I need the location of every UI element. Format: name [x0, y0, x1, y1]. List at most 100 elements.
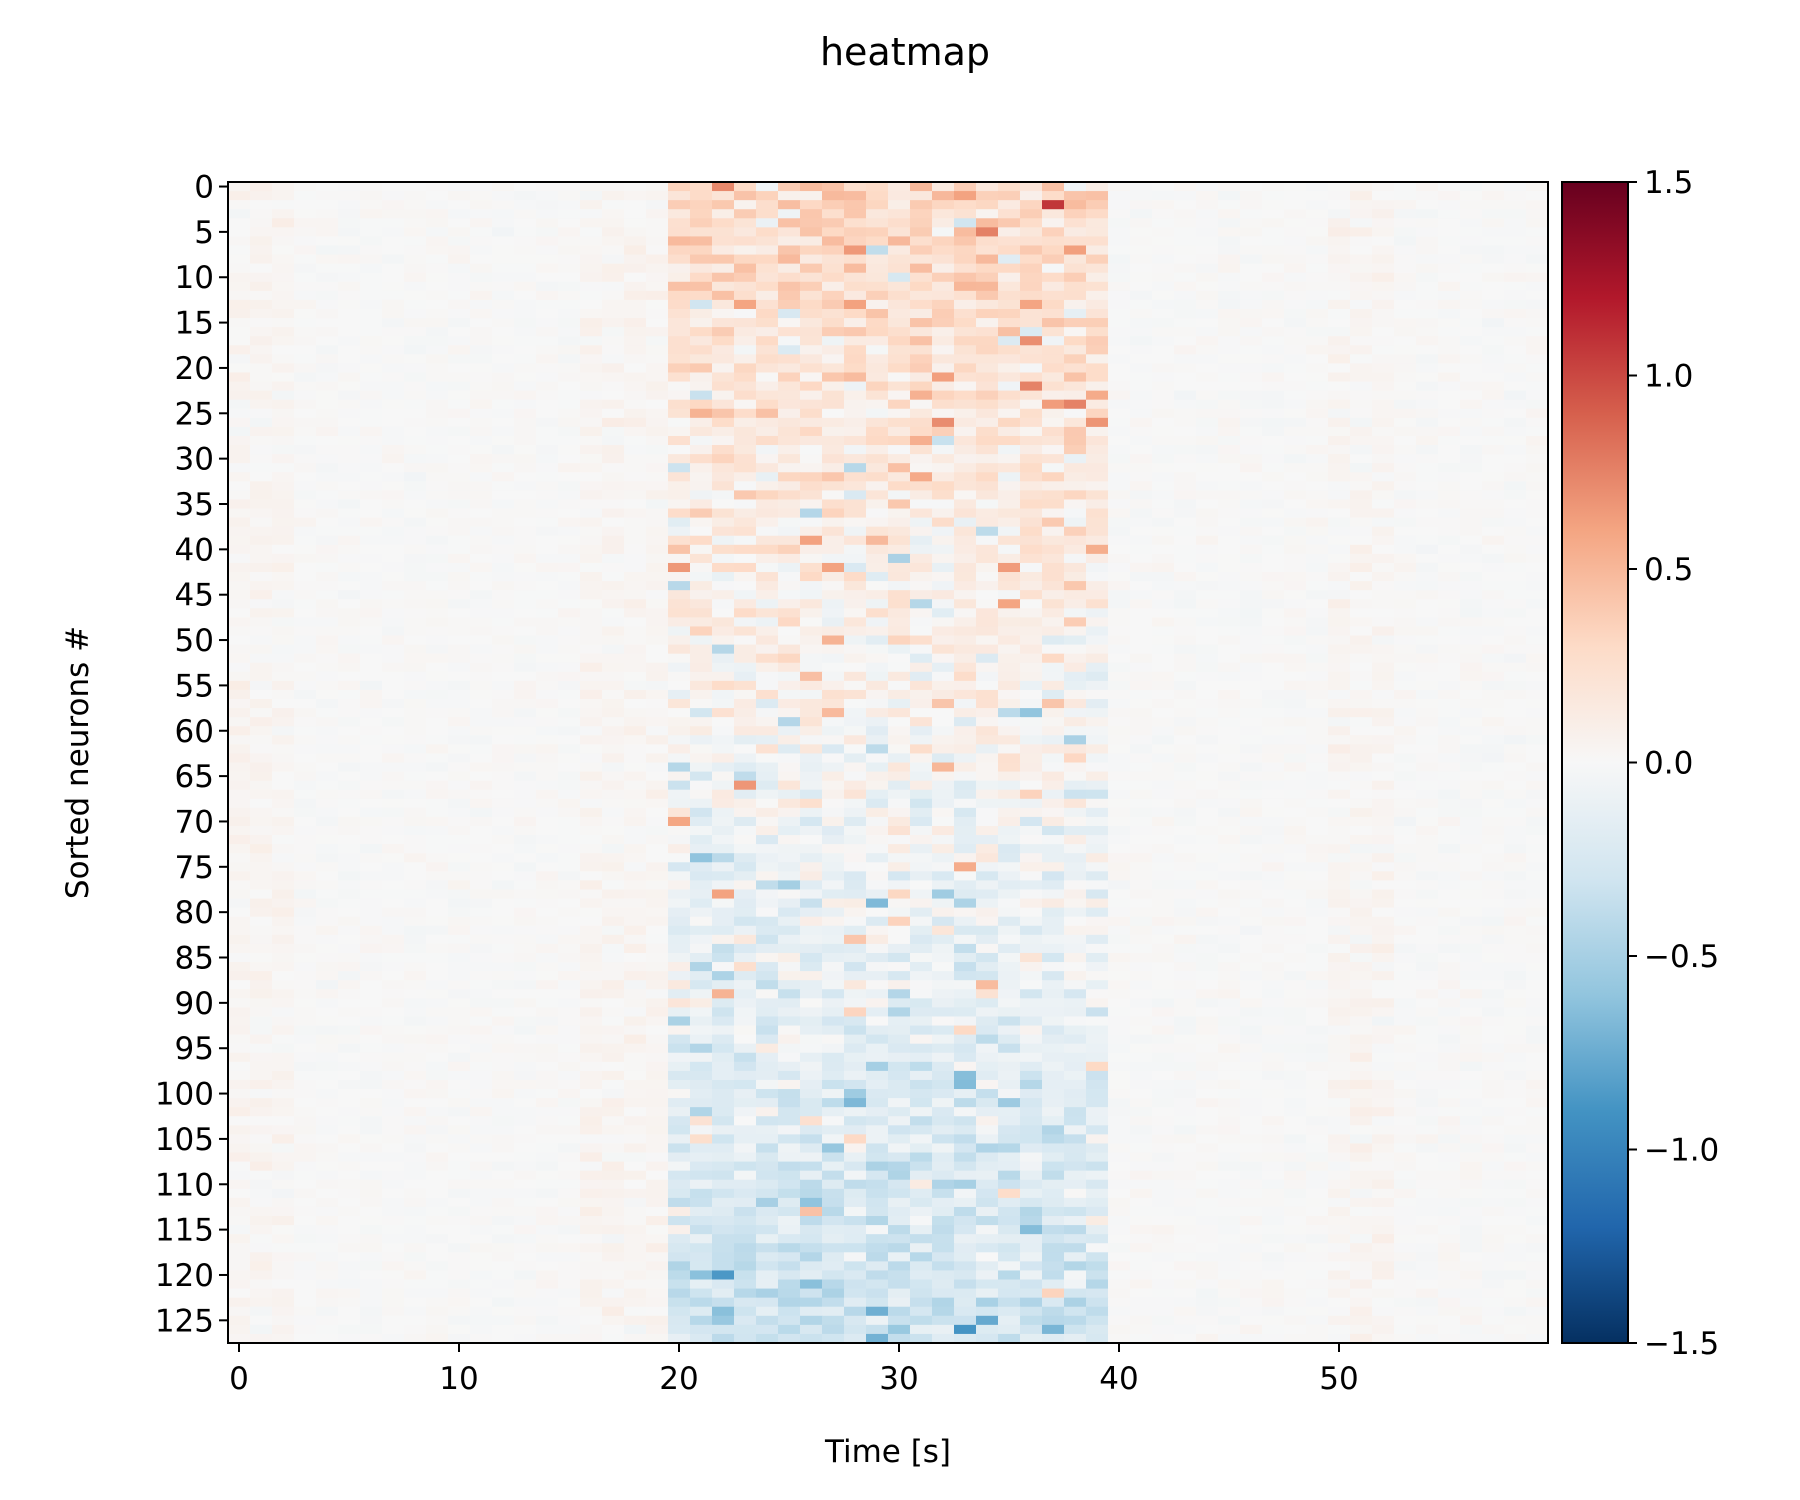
heatmap-cell: [910, 608, 933, 618]
heatmap-cell: [646, 898, 669, 909]
heatmap-cell: [558, 254, 581, 265]
heatmap-cell: [888, 553, 911, 564]
heatmap-cell: [492, 816, 515, 827]
heatmap-cell: [734, 472, 757, 482]
heatmap-cell: [536, 535, 559, 546]
heatmap-cell: [690, 844, 713, 854]
heatmap-cell: [558, 844, 581, 854]
heatmap-cell: [954, 825, 977, 836]
heatmap-cell: [1174, 871, 1197, 882]
heatmap-cell: [1240, 435, 1263, 446]
heatmap-cell: [778, 553, 801, 564]
heatmap-cell: [492, 880, 515, 891]
heatmap-cell: [668, 263, 691, 274]
heatmap-cell: [734, 481, 757, 491]
heatmap-cell: [712, 726, 735, 736]
heatmap-cell: [294, 281, 317, 292]
heatmap-cell: [866, 299, 889, 310]
heatmap-cell: [558, 191, 581, 201]
heatmap-cell: [1108, 562, 1131, 573]
heatmap-cell: [888, 590, 911, 600]
heatmap-cell: [954, 807, 977, 818]
heatmap-cell: [1482, 372, 1505, 383]
heatmap-cell: [998, 227, 1021, 238]
heatmap-cell: [668, 744, 691, 755]
heatmap-cell: [954, 281, 977, 292]
heatmap-cell: [492, 191, 515, 201]
heatmap-cell: [492, 408, 515, 419]
heatmap-cell: [1284, 345, 1307, 355]
heatmap-cell: [910, 472, 933, 482]
heatmap-cell: [800, 590, 823, 600]
heatmap-cell: [1438, 671, 1461, 682]
heatmap-cell: [1284, 771, 1307, 782]
heatmap-cell: [910, 726, 933, 736]
heatmap-cell: [1108, 490, 1131, 501]
heatmap-cell: [866, 798, 889, 809]
heatmap-cell: [998, 390, 1021, 401]
heatmap-cell: [1152, 916, 1175, 927]
heatmap-cell: [514, 553, 537, 564]
heatmap-cell: [822, 708, 845, 718]
heatmap-cell: [1526, 807, 1549, 818]
heatmap-cell: [1152, 835, 1175, 845]
heatmap-cell: [492, 508, 515, 519]
heatmap-cell: [1196, 435, 1219, 446]
heatmap-cell: [1416, 227, 1439, 238]
heatmap-cell: [1262, 445, 1285, 455]
heatmap-cell: [690, 553, 713, 564]
heatmap-cell: [360, 245, 383, 256]
heatmap-cell: [1240, 327, 1263, 337]
heatmap-cell: [1372, 581, 1395, 591]
heatmap-cell: [844, 744, 867, 755]
heatmap-cell: [712, 699, 735, 709]
heatmap-cell: [1196, 925, 1219, 936]
heatmap-cell: [426, 435, 449, 446]
heatmap-cell: [1240, 372, 1263, 383]
heatmap-cell: [778, 445, 801, 455]
heatmap-cell: [580, 780, 603, 791]
heatmap-cell: [1482, 454, 1505, 464]
heatmap-cell: [1064, 871, 1087, 882]
heatmap-cell: [1306, 708, 1329, 718]
heatmap-cell: [624, 617, 647, 628]
heatmap-cell: [1504, 644, 1527, 655]
heatmap-cell: [360, 535, 383, 546]
heatmap-cell: [470, 825, 493, 836]
heatmap-cell: [1372, 626, 1395, 637]
heatmap-cell: [580, 671, 603, 682]
heatmap-cell: [954, 227, 977, 238]
heatmap-cell: [624, 807, 647, 818]
heatmap-cell: [448, 635, 471, 646]
heatmap-cell: [1042, 363, 1065, 374]
heatmap-cell: [1526, 299, 1549, 310]
heatmap-cell: [954, 381, 977, 392]
heatmap-cell: [1460, 717, 1483, 727]
heatmap-cell: [580, 644, 603, 655]
heatmap-cell: [492, 635, 515, 646]
heatmap-cell: [426, 254, 449, 265]
heatmap-cell: [690, 481, 713, 491]
heatmap-cell: [1218, 472, 1241, 482]
heatmap-cell: [426, 934, 449, 945]
heatmap-cell: [294, 626, 317, 637]
heatmap-cell: [580, 445, 603, 455]
heatmap-cell: [1372, 327, 1395, 337]
heatmap-cell: [1130, 907, 1153, 918]
heatmap-cell: [1328, 490, 1351, 501]
heatmap-cell: [1240, 907, 1263, 918]
heatmap-cell: [822, 318, 845, 328]
heatmap-cell: [602, 662, 625, 673]
heatmap-cell: [1152, 499, 1175, 510]
heatmap-cell: [954, 835, 977, 845]
heatmap-cell: [1108, 780, 1131, 791]
heatmap-cell: [1306, 644, 1329, 655]
heatmap-cell: [756, 363, 779, 374]
heatmap-cell: [866, 708, 889, 718]
heatmap-cell: [558, 200, 581, 210]
heatmap-cell: [272, 835, 295, 845]
heatmap-cell: [756, 572, 779, 582]
heatmap-cell: [360, 481, 383, 491]
heatmap-cell: [1504, 327, 1527, 337]
heatmap-cell: [712, 345, 735, 355]
